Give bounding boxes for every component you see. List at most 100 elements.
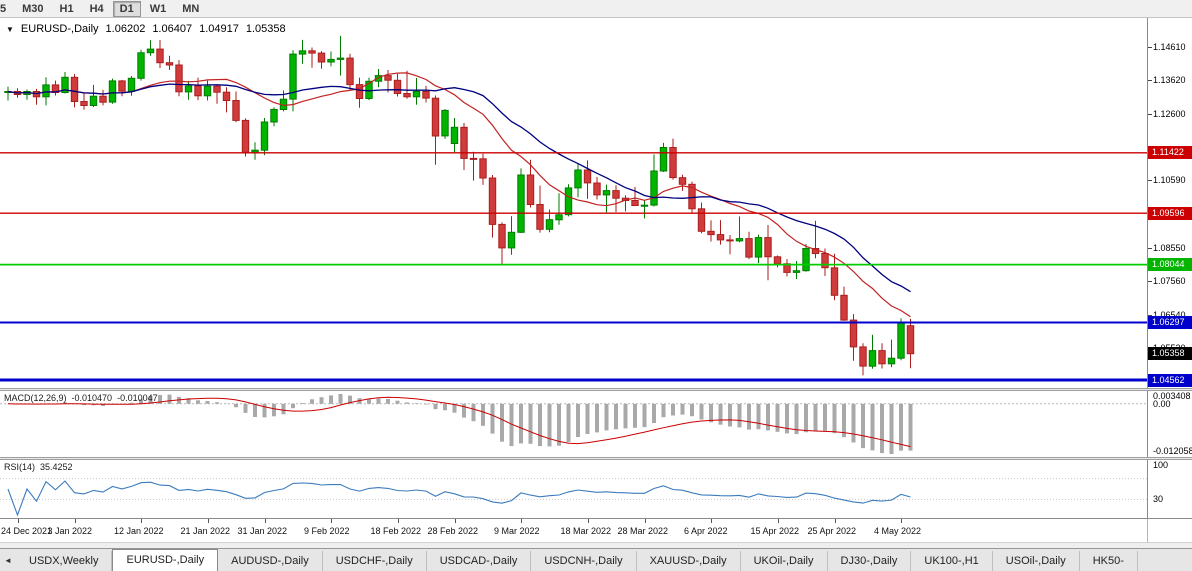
- timeframe-button-d1[interactable]: D1: [112, 0, 141, 17]
- price-axis-label: 1.06540: [1153, 309, 1186, 320]
- horizontal-scrollbar[interactable]: [0, 542, 1192, 548]
- price-badge: 1.05358: [1148, 347, 1192, 361]
- date-tick: [141, 519, 142, 523]
- macd-signal-value: -0.010047: [117, 393, 158, 403]
- price-axis-label: 1.14610: [1153, 42, 1186, 53]
- price-axis-tick: [1148, 79, 1152, 81]
- price-axis-label: 1.07560: [1153, 275, 1186, 286]
- price-axis-label: 1.10590: [1153, 175, 1186, 186]
- date-tick: [17, 519, 19, 523]
- price-axis-tick: [1148, 314, 1152, 316]
- price-badge: 1.08044: [1148, 258, 1192, 272]
- tab-scroll-left-icon[interactable]: ◄: [4, 556, 12, 565]
- macd-axis-label: 0.00: [1153, 398, 1171, 409]
- open-value: 1.06202: [105, 23, 146, 35]
- price-axis-tick: [1148, 280, 1152, 282]
- rsi-panel: RSI(14) 35.4252: [0, 460, 1147, 518]
- date-tick: [207, 519, 209, 523]
- chart-tab-bar: ◄ USDX,Weekly EURUSD-,Daily AUDUSD-,Daily US…: [0, 548, 1192, 571]
- chart-tab-dj30-daily[interactable]: DJ30-,Daily: [827, 551, 912, 571]
- macd-main-value: -0.010470: [71, 393, 113, 403]
- date-tick: [644, 519, 646, 523]
- rsi-name: RSI(14): [4, 462, 36, 472]
- chart-tab-usdx-weekly[interactable]: USDX,Weekly: [16, 551, 113, 571]
- chart-tab-usdchf-daily[interactable]: USDCHF-,Daily: [322, 551, 427, 571]
- date-tick: [521, 519, 522, 523]
- rsi-label: RSI(14) 35.4252: [4, 462, 73, 472]
- one-click-collapse-icon[interactable]: ▼: [6, 24, 14, 34]
- date-tick: [331, 519, 332, 523]
- rsi-axis-label: 30: [1153, 494, 1164, 505]
- price-panel: ▼ EURUSD-,Daily 1.06202 1.06407 1.04917 …: [0, 18, 1147, 388]
- price-axis-label: 1.12600: [1153, 108, 1186, 119]
- date-label: 12 Jan 2022: [114, 526, 164, 536]
- price-axis-label: 1.08550: [1153, 242, 1186, 253]
- price-axis-tick: [1148, 247, 1152, 249]
- panel-divider[interactable]: [0, 457, 1192, 460]
- date-label: 15 Apr 2022: [750, 526, 800, 536]
- timeframe-button-5[interactable]: 5: [0, 2, 7, 15]
- date-tick: [834, 519, 836, 523]
- date-label: 24 Dec 2021: [1, 526, 53, 536]
- chart-tab-eurusd-daily[interactable]: EURUSD-,Daily: [112, 549, 219, 571]
- chart-tab-hk50[interactable]: HK50-: [1079, 551, 1138, 571]
- macd-panel: MACD(12,26,9) -0.010470 -0.010047: [0, 391, 1147, 457]
- macd-canvas[interactable]: [0, 391, 1147, 457]
- chart-area: ▼ EURUSD-,Daily 1.06202 1.06407 1.04917 …: [0, 18, 1192, 548]
- date-tick: [711, 519, 712, 523]
- price-axis-tick: [1148, 47, 1152, 49]
- chart-tab-audusd-daily[interactable]: AUDUSD-,Daily: [218, 551, 323, 571]
- date-label: 28 Mar 2022: [617, 526, 669, 536]
- high-value: 1.06407: [152, 23, 193, 35]
- timeframe-button-w1[interactable]: W1: [149, 2, 167, 15]
- close-value: 1.05358: [245, 23, 286, 35]
- date-tick: [454, 519, 456, 523]
- date-label: 4 May 2022: [874, 526, 922, 536]
- chart-tab-usoil-daily[interactable]: USOil-,Daily: [992, 551, 1080, 571]
- price-axis-tick: [1148, 180, 1152, 182]
- price-badge: 1.11422: [1148, 146, 1192, 160]
- macd-axis-label: -0.012058: [1153, 446, 1192, 456]
- macd-label: MACD(12,26,9) -0.010470 -0.010047: [4, 393, 158, 403]
- chart-tab-ukoil-daily[interactable]: UKOil-,Daily: [740, 551, 828, 571]
- date-axis[interactable]: 24 Dec 2021 3 Jan 2022 12 Jan 2022 21 Jan 2…: [0, 518, 1192, 542]
- date-tick: [264, 519, 266, 523]
- chart-tab-usdcnh-daily[interactable]: USDCNH-,Daily: [531, 551, 637, 571]
- date-tick: [901, 519, 902, 523]
- macd-axis-label: 0.003408: [1153, 391, 1191, 401]
- rsi-canvas[interactable]: [0, 460, 1147, 518]
- chart-tab-xauusd-daily[interactable]: XAUUSD-,Daily: [636, 551, 741, 571]
- chart-tab-usdcad-daily[interactable]: USDCAD-,Daily: [426, 551, 532, 571]
- date-label: 9 Feb 2022: [304, 526, 350, 536]
- price-axis[interactable]: 1.14610 1.13620 1.12600 1.10590 1.08550 1.075…: [1147, 18, 1192, 518]
- date-tick: [587, 519, 589, 523]
- price-axis-label: 1.13620: [1153, 74, 1186, 85]
- price-badge: 1.04562: [1148, 373, 1192, 387]
- rsi-axis-label: 100: [1153, 460, 1169, 470]
- date-label: 21 Jan 2022: [180, 526, 231, 536]
- date-label: 28 Feb 2022: [427, 526, 479, 536]
- timeframe-button-h1[interactable]: H1: [59, 2, 74, 15]
- date-tick: [777, 519, 779, 523]
- timeframe-button-m30[interactable]: M30: [22, 2, 44, 15]
- date-tick: [74, 519, 76, 523]
- rsi-value: 35.4252: [40, 462, 73, 472]
- symbol-period-label: EURUSD-,Daily: [20, 23, 99, 35]
- panel-divider[interactable]: [0, 388, 1192, 391]
- date-label: 9 Mar 2022: [494, 526, 540, 536]
- macd-name: MACD(12,26,9): [4, 393, 67, 403]
- date-tick: [397, 519, 399, 523]
- date-label: 31 Jan 2022: [237, 526, 288, 536]
- timeframe-button-mn[interactable]: MN: [182, 2, 200, 15]
- candlestick-canvas[interactable]: [0, 18, 1147, 388]
- timeframe-button-h4[interactable]: H4: [89, 2, 104, 15]
- timeframe-toolbar: 5 M30 H1 H4 D1 W1 MN: [0, 0, 1192, 18]
- chart-title: ▼ EURUSD-,Daily 1.06202 1.06407 1.04917 …: [6, 23, 286, 35]
- date-label: 18 Feb 2022: [370, 526, 422, 536]
- date-label: 3 Jan 2022: [47, 526, 93, 536]
- date-label: 6 Apr 2022: [684, 526, 728, 536]
- price-axis-tick: [1148, 113, 1152, 115]
- low-value: 1.04917: [199, 23, 239, 35]
- chart-tab-uk100-h1[interactable]: UK100-,H1: [911, 551, 993, 571]
